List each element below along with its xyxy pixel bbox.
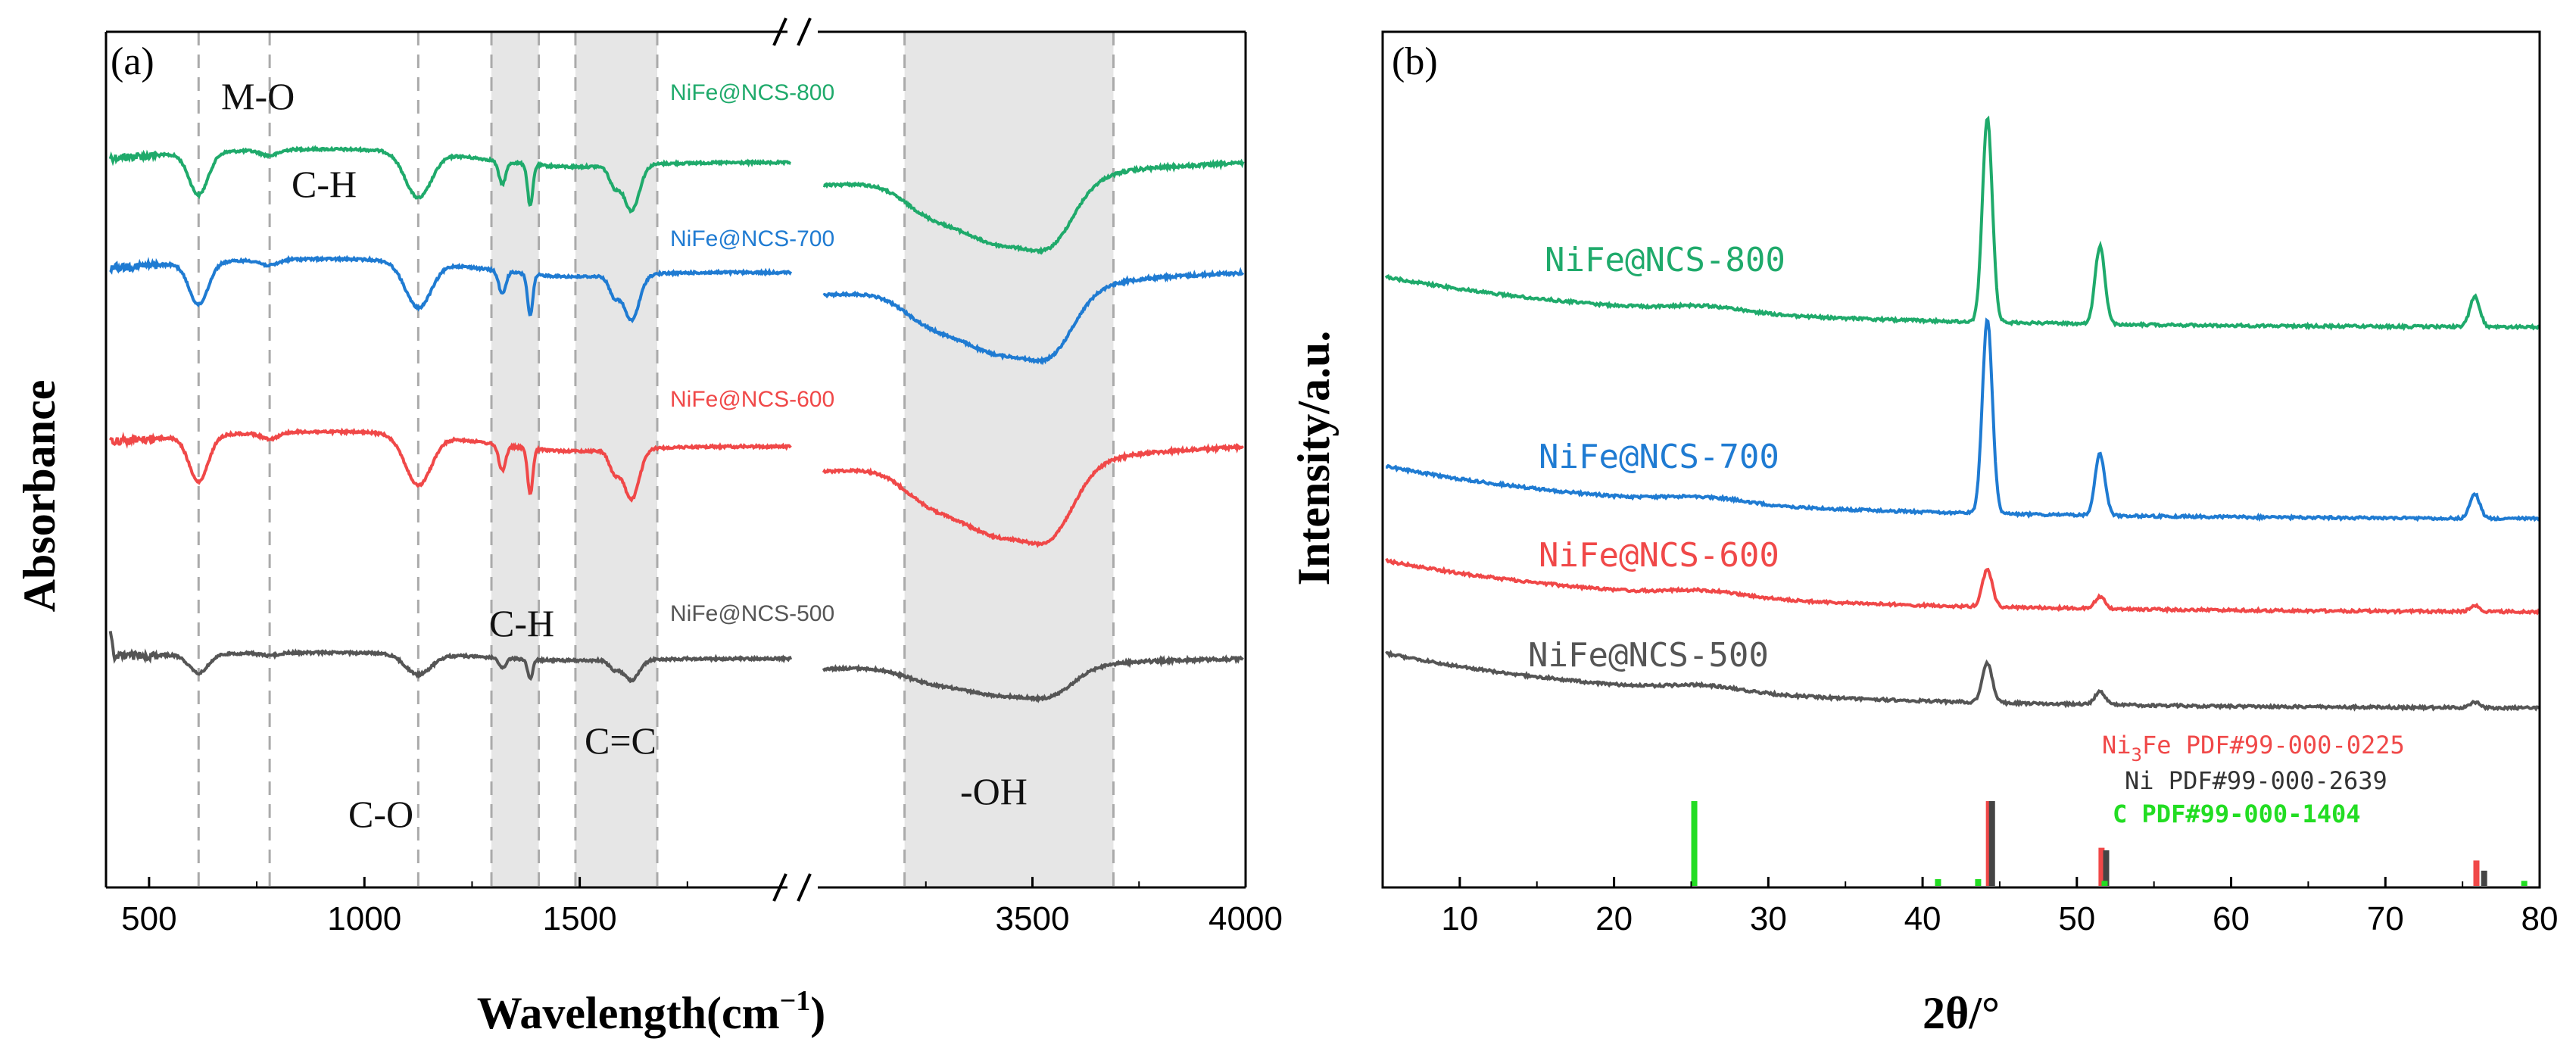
b-tick-label-4: 50 <box>2058 900 2095 937</box>
ref-stick-0-1 <box>2098 847 2105 886</box>
xrd-label-800: NiFe@NCS-800 <box>1545 241 1785 279</box>
a-tick-label-0: 500 <box>121 900 176 937</box>
ref-stick-2-0 <box>1691 801 1698 886</box>
ref-stick-0-2 <box>2473 860 2480 886</box>
ref-stick-2-4 <box>2521 881 2528 886</box>
axis-break-mark-0 <box>772 873 787 902</box>
ref-stick-1-2 <box>2481 870 2487 886</box>
xrd-line-nife-ncs-500 <box>1385 650 2541 712</box>
b-tick-label-3: 40 <box>1904 900 1941 937</box>
axis-break-mark-2 <box>772 17 787 46</box>
dashed-reference-lines <box>197 32 1115 887</box>
a-tick-label-4: 4000 <box>1208 900 1283 937</box>
annotation-c-o: C-O <box>348 793 413 835</box>
a-tick-label-3: 3500 <box>996 900 1070 937</box>
series-label-500: NiFe@NCS-500 <box>670 601 834 626</box>
ftir-line-nife-ncs-500-seg1 <box>822 654 1244 703</box>
axis-break-mark-3 <box>797 17 812 46</box>
xrd-line-nife-ncs-700 <box>1385 317 2540 522</box>
panel-a-y-axis-label: Absorbance <box>14 380 64 613</box>
annotation-m-o: M-O <box>221 75 295 117</box>
b-tick-label-6: 70 <box>2367 900 2404 937</box>
ref-stick-1-0 <box>1988 801 1995 886</box>
panel-b-y-axis-label: Intensity/a.u. <box>1289 331 1339 586</box>
ftir-line-nife-ncs-600-seg1 <box>822 442 1245 548</box>
a-tick-label-2: 1500 <box>543 900 617 937</box>
xrd-label-700: NiFe@NCS-700 <box>1539 438 1779 476</box>
series-label-600: NiFe@NCS-600 <box>670 387 834 412</box>
ftir-line-nife-ncs-800-seg0 <box>108 145 791 214</box>
annotation-c-c: C=C <box>585 719 656 762</box>
shaded-region-2 <box>904 32 1114 887</box>
ftir-line-nife-ncs-700-seg1 <box>822 267 1245 366</box>
panel-b-xrd: 10 20 30 40 50 60 70 80 (b) NiFe@NCS-800 NiFe@N… <box>1289 30 2559 1038</box>
xrd-label-500: NiFe@NCS-500 <box>1528 636 1769 675</box>
ref-stick-1-1 <box>2103 850 2110 886</box>
panel-b-x-ticks: 10 20 30 40 50 60 70 80 <box>1382 877 2559 937</box>
ref-label-ni: Ni PDF#99-000-2639 <box>2125 766 2387 795</box>
ref-stick-0-0 <box>1985 801 1992 886</box>
series-label-800: NiFe@NCS-800 <box>670 80 834 105</box>
xrd-label-600: NiFe@NCS-600 <box>1539 536 1779 575</box>
series-label-700: NiFe@NCS-700 <box>670 226 834 251</box>
panel-a-ftir: 500 1000 1500 3500 4000 (a) M-O C-H C-O C-H … <box>14 17 1283 1038</box>
axis-break-mark-1 <box>797 873 812 902</box>
xrd-series <box>1384 115 2541 712</box>
ftir-line-nife-ncs-500-seg0 <box>108 631 793 684</box>
b-tick-label-7: 80 <box>2521 900 2559 937</box>
b-tick-label-5: 60 <box>2213 900 2250 937</box>
panel-b-x-axis-label: 2θ/° <box>1923 988 2000 1038</box>
annotation-oh: -OH <box>960 770 1028 812</box>
ftir-line-nife-ncs-800-seg1 <box>822 158 1245 255</box>
a-tick-label-1: 1000 <box>327 900 401 937</box>
ref-label-c: C PDF#99-000-1404 <box>2113 800 2361 828</box>
ref-label-ni3fe: Ni3Fe PDF#99-000-0225 <box>2102 731 2405 766</box>
panel-b-axes-frame <box>1381 30 2541 889</box>
ref-stick-2-2 <box>1975 879 1982 886</box>
xrd-line-nife-ncs-800 <box>1384 115 2540 332</box>
panel-a-x-axis-label: Wavelength(cm−1) <box>477 985 826 1038</box>
ref-stick-2-1 <box>1935 879 1941 886</box>
xrd-line-nife-ncs-600 <box>1385 557 2541 616</box>
panel-a-x-ticks: 500 1000 1500 3500 4000 <box>121 877 1283 937</box>
ftir-line-nife-ncs-700-seg0 <box>109 254 793 323</box>
annotation-c-h-2: C-H <box>489 602 554 644</box>
reference-patterns <box>1691 801 2528 886</box>
annotation-c-h-1: C-H <box>292 163 357 205</box>
b-tick-label-1: 20 <box>1595 900 1633 937</box>
ftir-series <box>108 145 1245 703</box>
b-tick-label-0: 10 <box>1441 900 1478 937</box>
ref-stick-2-3 <box>2101 881 2108 886</box>
panel-a-label: (a) <box>111 40 154 83</box>
b-tick-label-2: 30 <box>1750 900 1787 937</box>
panel-b-label: (b) <box>1392 40 1438 83</box>
ftir-line-nife-ncs-600-seg0 <box>108 427 792 503</box>
